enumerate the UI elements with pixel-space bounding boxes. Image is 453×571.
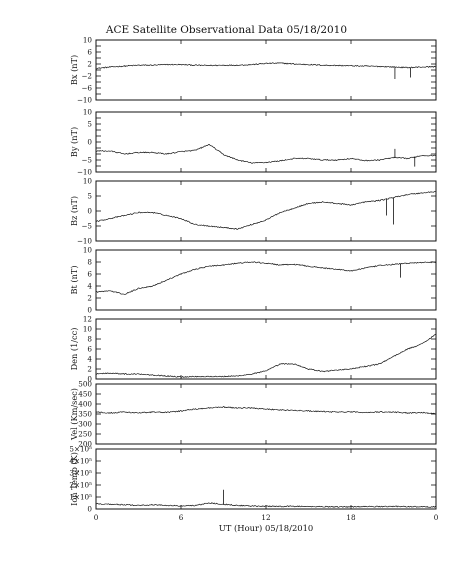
ytick-label-bz-1: −5: [81, 222, 92, 231]
ytick-label-den-0: 0: [87, 375, 92, 384]
ytick-label-bt-1: 2: [87, 294, 92, 303]
ytick-label-by-5: 0: [87, 138, 92, 147]
ylabel-bt: Bt (nT): [69, 265, 79, 294]
ytick-label-bz-0: −10: [77, 237, 93, 246]
series-line-by: [95, 143, 437, 164]
panel-frame-by: [95, 111, 437, 173]
ytick-label-vel-4: 400: [78, 400, 92, 409]
ytick-label-temp-0: 0: [87, 505, 92, 514]
ylabel-temp: Ion Temp (K): [69, 452, 79, 506]
chart-title: ACE Satellite Observational Data 05/18/2…: [105, 24, 347, 36]
series-line-bz: [95, 190, 437, 230]
ytick-label-bx-2: −6: [81, 84, 92, 93]
ytick-label-vel-0: 200: [78, 440, 92, 449]
ytick-label-bz-3: 5: [87, 192, 92, 201]
ylabel-vel: Vel (Km/sec): [69, 388, 79, 441]
ytick-label-vel-3: 350: [78, 410, 92, 419]
ytick-label-den-5: 10: [83, 325, 93, 334]
ytick-label-temp-3: 3×10⁵: [69, 469, 92, 478]
ytick-label-bt-5: 10: [83, 246, 93, 255]
xtick-label-3: 18: [346, 513, 356, 522]
panel-frame-den: [95, 318, 437, 380]
panel-frame-temp: [95, 448, 437, 510]
ytick-label-by-10: 10: [83, 108, 93, 117]
ylabel-bz: Bz (nT): [69, 196, 79, 226]
xtick-label-1: 6: [179, 513, 184, 522]
ytick-label-vel-5: 450: [78, 390, 92, 399]
series-line-den: [95, 333, 437, 378]
ytick-label-bz-4: 10: [83, 177, 93, 186]
ytick-label-bt-2: 4: [87, 282, 92, 291]
ytick-label-by-0: −10: [77, 168, 93, 177]
panel-frame-vel: [95, 383, 437, 445]
panel-frame-bt: [95, 249, 437, 311]
panel-frame-bx: [95, 39, 437, 101]
panel-frame-bz: [95, 180, 437, 242]
series-line-temp: [95, 502, 437, 508]
series-line-vel: [95, 406, 437, 415]
ytick-label-vel-6: 500: [78, 380, 92, 389]
ylabel-by: By (nT): [69, 127, 79, 157]
ytick-label-bx-0: −10: [77, 96, 93, 105]
ytick-label-by-2: −5: [81, 156, 92, 165]
ytick-label-bt-4: 8: [87, 258, 92, 267]
ytick-label-bz-2: 0: [87, 207, 92, 216]
series-line-bt: [95, 261, 437, 295]
series-line-bx: [95, 62, 437, 70]
xtick-label-0: 0: [94, 513, 99, 522]
ytick-label-den-6: 12: [83, 315, 92, 324]
ytick-label-den-4: 8: [87, 335, 92, 344]
ytick-label-bx-10: 10: [83, 36, 93, 45]
ytick-label-bt-3: 6: [87, 270, 92, 279]
ylabel-bx: Bx (nT): [69, 55, 79, 85]
ytick-label-vel-2: 300: [78, 420, 92, 429]
ytick-label-temp-2: 2×10⁵: [69, 481, 92, 490]
ytick-label-vel-1: 250: [78, 430, 92, 439]
ytick-label-bx-8: 6: [87, 48, 92, 57]
ytick-label-den-2: 4: [87, 355, 92, 364]
ytick-label-temp-4: 4×10⁵: [69, 457, 92, 466]
xtick-label-4: 0: [434, 513, 439, 522]
xtick-label-2: 12: [261, 513, 270, 522]
ylabel-den: Den (1/cc): [69, 328, 79, 371]
ytick-label-bx-4: −2: [81, 72, 92, 81]
x-axis-label: UT (Hour) 05/18/2010: [219, 523, 314, 533]
ytick-label-den-3: 6: [87, 345, 92, 354]
ytick-label-temp-5: 5×10⁵: [69, 445, 92, 454]
ytick-label-bt-0: 0: [87, 306, 92, 315]
ytick-label-temp-1: 1×10⁵: [69, 493, 92, 502]
ytick-label-den-1: 2: [87, 365, 92, 374]
ytick-label-bx-6: 2: [87, 60, 92, 69]
ytick-label-by-8: 5: [87, 120, 92, 129]
